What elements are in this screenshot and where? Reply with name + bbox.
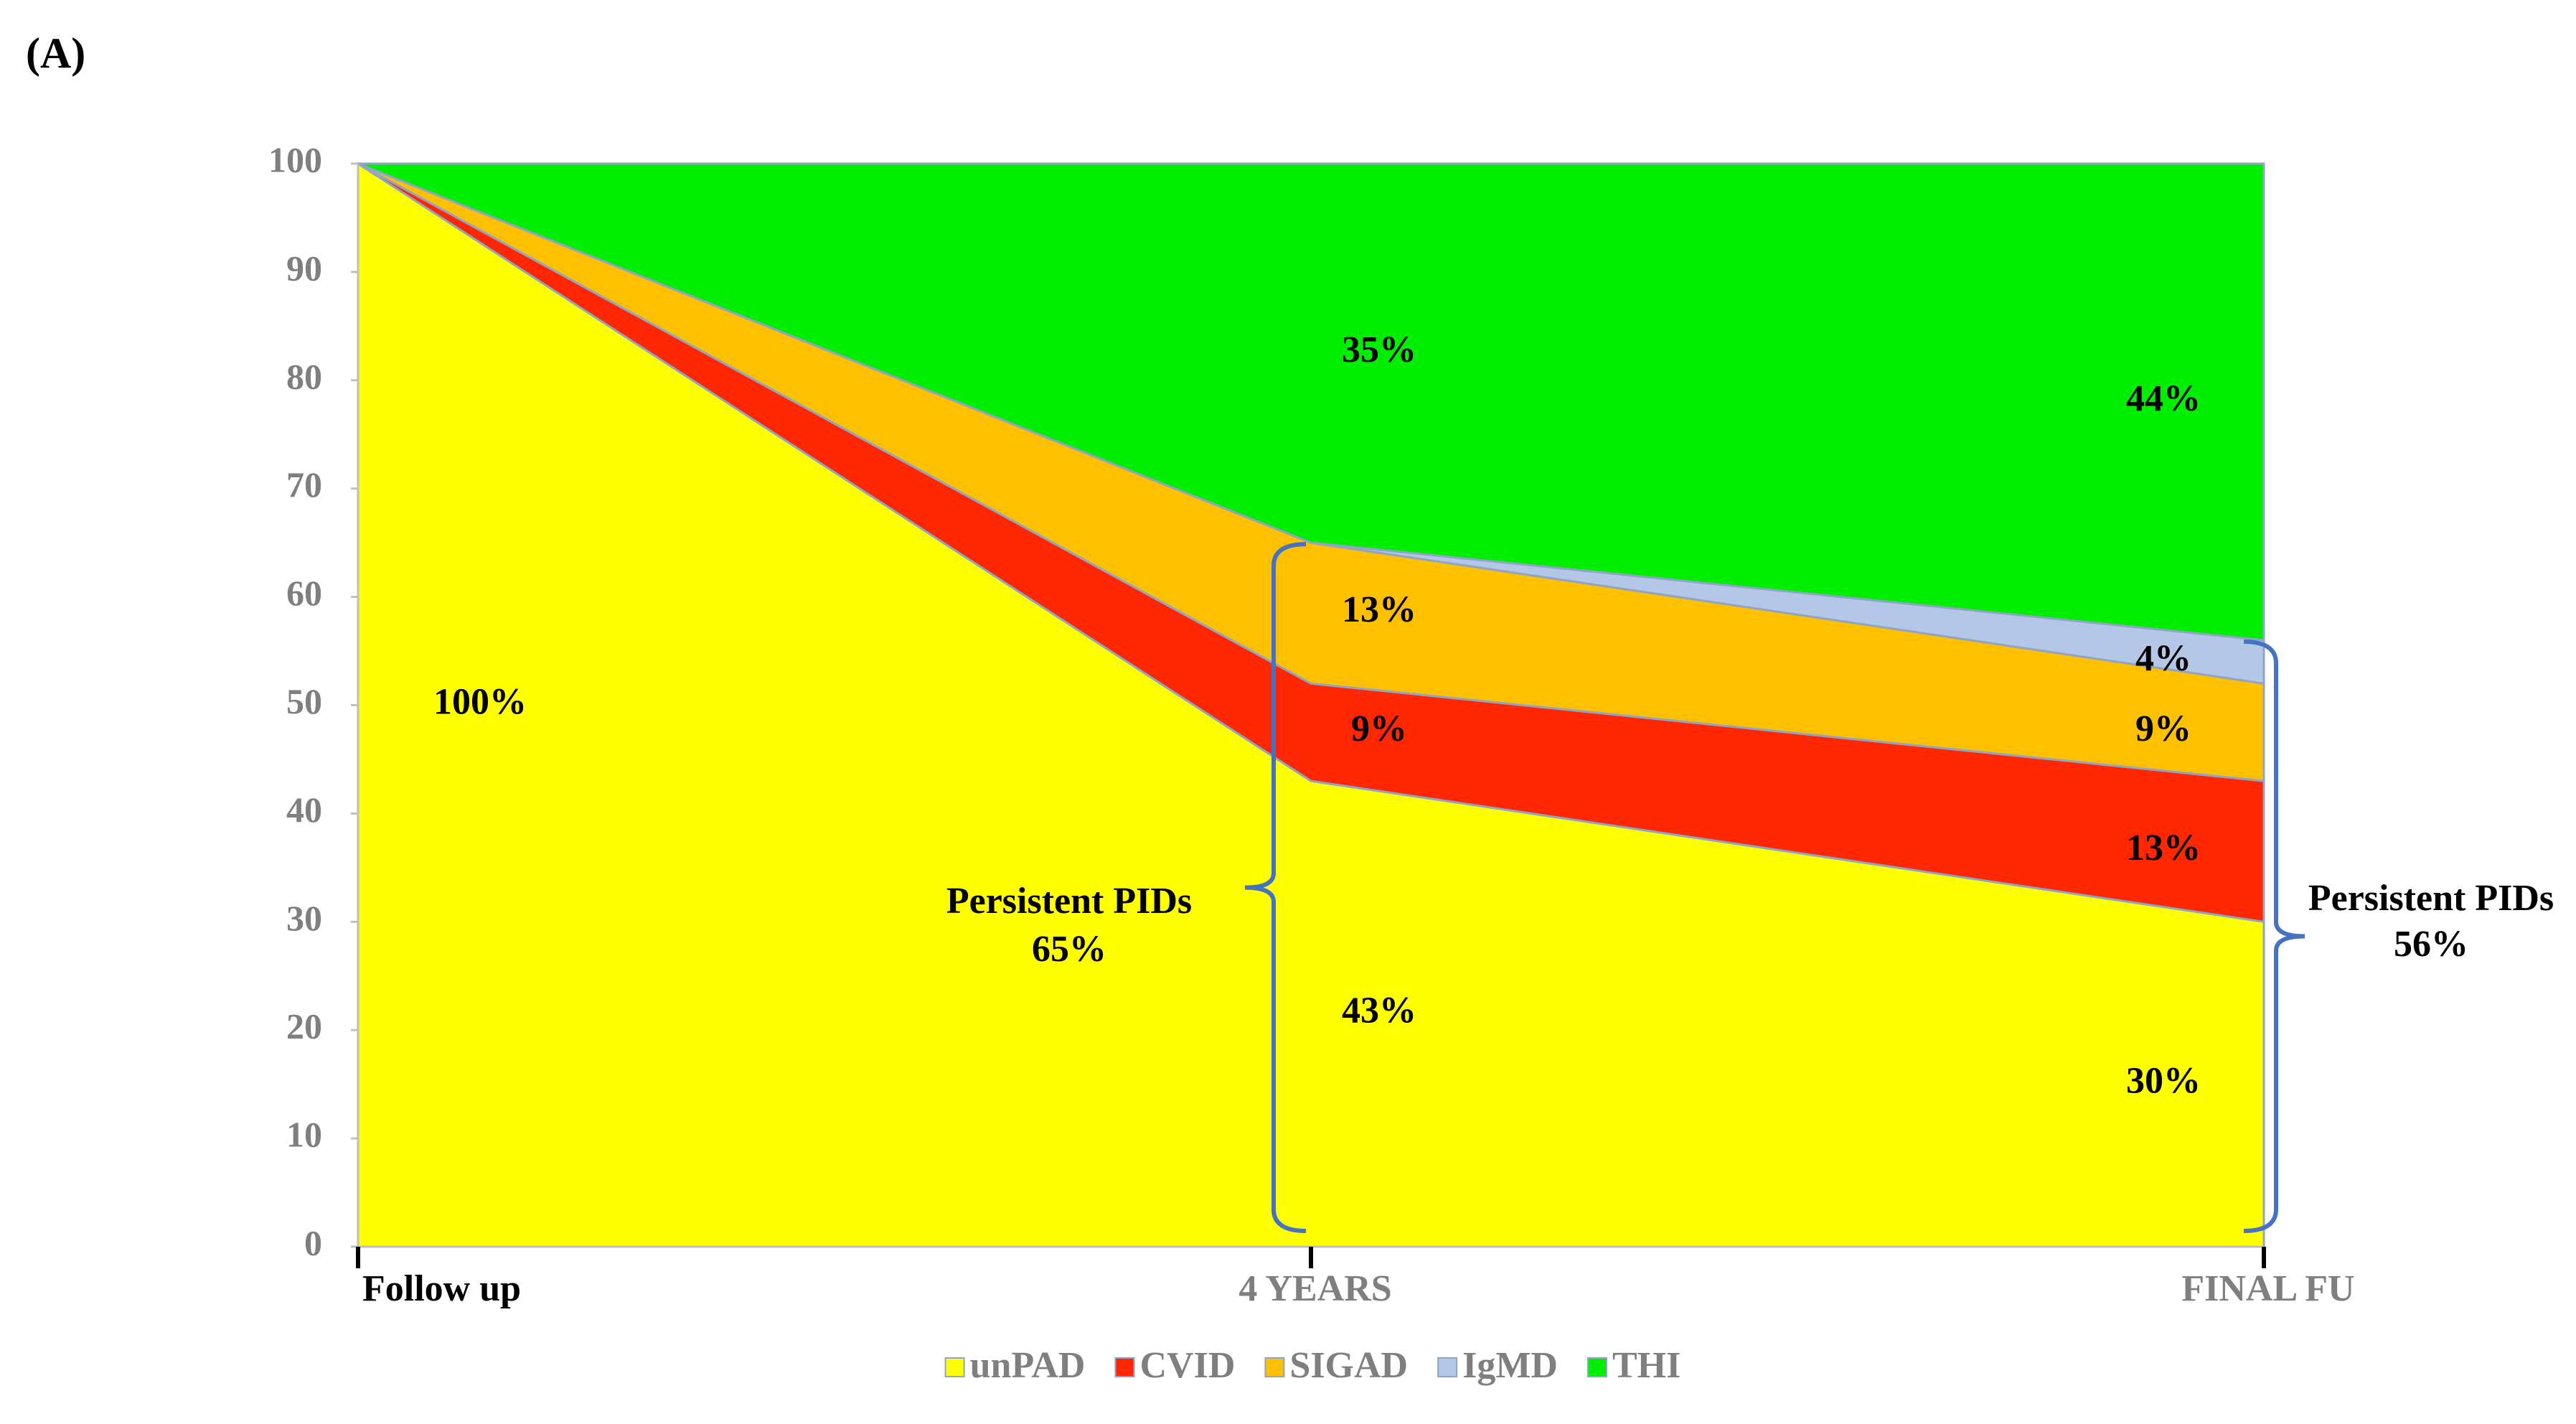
data-label: 4% (2135, 638, 2191, 679)
annotation: 56% (2394, 924, 2468, 965)
y-tick-label: 60 (286, 573, 322, 613)
y-tick-label: 70 (286, 464, 322, 505)
y-tick-label: 80 (286, 356, 322, 396)
data-label: 13% (1342, 589, 1416, 630)
panel-label: (A) (26, 29, 85, 77)
y-tick-label: 100 (268, 139, 322, 179)
y-tick-label: 30 (286, 898, 322, 938)
data-label: 44% (2126, 378, 2201, 419)
data-label: 9% (2135, 708, 2191, 749)
legend-swatch (1437, 1357, 1458, 1377)
bracket (2243, 639, 2305, 1233)
legend-swatch (1264, 1357, 1285, 1377)
data-label: 43% (1342, 990, 1416, 1031)
legend-swatch (944, 1357, 965, 1377)
legend-swatch (1114, 1357, 1135, 1377)
data-label: 35% (1342, 329, 1416, 370)
x-tick-label: Follow up (362, 1268, 521, 1309)
areas (357, 161, 2265, 1248)
annotation: Persistent PIDs (2308, 878, 2554, 919)
legend: unPAD CVID SIGAD IgMD THI (944, 1345, 1680, 1386)
x-tick-label: FINAL FU (2181, 1268, 2354, 1309)
data-label: 30% (2126, 1061, 2201, 1102)
y-tick-label: 10 (286, 1115, 322, 1155)
legend-label: THI (1612, 1345, 1680, 1386)
annotation: 65% (1032, 929, 1106, 970)
legend-swatch (1587, 1357, 1607, 1377)
area (357, 162, 2265, 642)
legend-label: unPAD (970, 1345, 1086, 1386)
y-tick-label: 50 (286, 681, 322, 721)
annotation: Persistent PIDs (946, 881, 1192, 922)
data-label: 9% (1351, 708, 1407, 749)
data-label: 100% (433, 681, 527, 722)
legend-label: SIGAD (1289, 1345, 1408, 1386)
legend-label: IgMD (1462, 1345, 1558, 1386)
x-tick-label: 4 YEARS (1238, 1268, 1391, 1309)
data-label: 13% (2126, 828, 2201, 868)
y-tick-label: 20 (286, 1006, 322, 1046)
legend-label: CVID (1139, 1345, 1235, 1386)
y-tick-label: 90 (286, 248, 322, 288)
y-tick-label: 40 (286, 790, 322, 830)
y-tick-label: 0 (304, 1222, 322, 1263)
bracket (1244, 542, 1307, 1233)
